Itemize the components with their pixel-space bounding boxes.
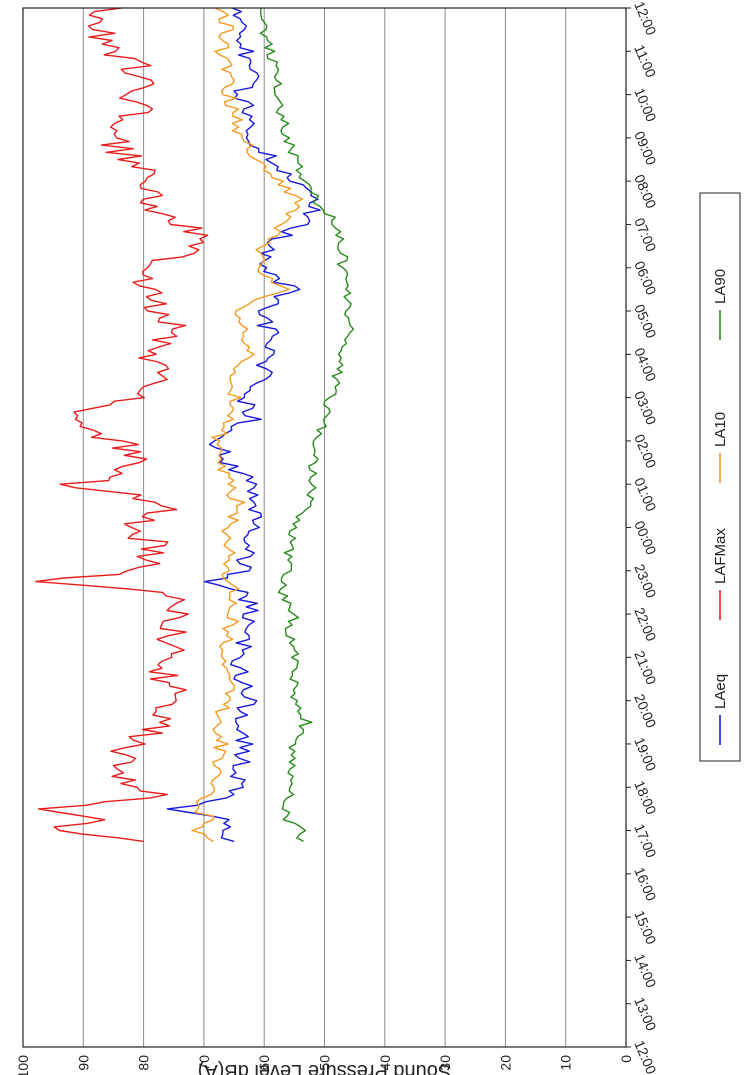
x-tick-label: 22:00 bbox=[631, 605, 660, 644]
x-tick-label: 16:00 bbox=[631, 865, 660, 904]
x-tick-label: 13:00 bbox=[631, 995, 660, 1034]
legend-label-lafmax: LAFMax bbox=[712, 528, 729, 584]
legend-label-laeq: LAeq bbox=[712, 674, 729, 709]
x-tick-label: 12:00 bbox=[631, 0, 660, 38]
x-tick-label: 21:00 bbox=[631, 648, 660, 687]
grid bbox=[82, 8, 567, 1047]
y-tick-label: 70 bbox=[196, 1055, 212, 1071]
y-tick-label: 80 bbox=[136, 1055, 152, 1071]
y-tick-label: 0 bbox=[618, 1055, 634, 1063]
y-tick-label: 100 bbox=[15, 1055, 31, 1075]
x-tick-label: 10:00 bbox=[631, 86, 660, 125]
series-line-la90 bbox=[259, 7, 355, 843]
series-line-lafmax bbox=[35, 7, 209, 843]
x-tick-label: 04:00 bbox=[631, 345, 660, 384]
x-tick-label: 14:00 bbox=[631, 951, 660, 990]
y-tick-label: 60 bbox=[256, 1055, 272, 1071]
x-tick-label: 12:00 bbox=[631, 1038, 660, 1075]
x-tick-label: 03:00 bbox=[631, 389, 660, 428]
series-lines bbox=[35, 7, 355, 843]
x-tick-label: 05:00 bbox=[631, 302, 660, 341]
series-line-laeq bbox=[166, 7, 321, 843]
y-tick-label: 50 bbox=[317, 1055, 333, 1071]
x-tick-label: 00:00 bbox=[631, 518, 660, 557]
y-tick-label: 30 bbox=[437, 1055, 453, 1071]
y-tick-label: 20 bbox=[497, 1055, 513, 1071]
x-tick-label: 23:00 bbox=[631, 562, 660, 601]
x-tick-label: 02:00 bbox=[631, 432, 660, 471]
x-tick-label: 19:00 bbox=[631, 735, 660, 774]
y-tick-label: 90 bbox=[75, 1055, 91, 1071]
x-tick-label: 08:00 bbox=[631, 172, 660, 211]
legend-label-la10: LA10 bbox=[712, 412, 729, 447]
legend: LAeq LAFMax LA10 LA90 bbox=[699, 192, 741, 762]
series-line-la10 bbox=[191, 7, 304, 843]
legend-label-la90: LA90 bbox=[712, 269, 729, 304]
x-axis-ticks: 12:00 13:00 14:00 15:00 16:00 17:00 18:00 19:00… bbox=[626, 0, 660, 1075]
x-tick-label: 06:00 bbox=[631, 259, 660, 298]
x-tick-label: 15:00 bbox=[631, 908, 660, 947]
x-tick-label: 17:00 bbox=[631, 821, 660, 860]
x-tick-label: 09:00 bbox=[631, 129, 660, 168]
x-tick-label: 18:00 bbox=[631, 778, 660, 817]
y-axis-label: Sound Pressure Level dB(A) bbox=[198, 1060, 451, 1075]
x-tick-label: 01:00 bbox=[631, 475, 660, 514]
y-axis-ticks: 0 10 20 30 40 50 60 70 80 90 100 bbox=[15, 1055, 634, 1075]
y-tick-label: 10 bbox=[558, 1055, 574, 1071]
x-tick-label: 11:00 bbox=[631, 42, 659, 80]
y-axis-label-group: Sound Pressure Level dB(A) bbox=[198, 1060, 451, 1075]
legend-box bbox=[699, 192, 741, 762]
y-tick-label: 40 bbox=[377, 1055, 393, 1071]
x-tick-label: 07:00 bbox=[631, 215, 660, 254]
x-tick-label: 20:00 bbox=[631, 692, 660, 731]
